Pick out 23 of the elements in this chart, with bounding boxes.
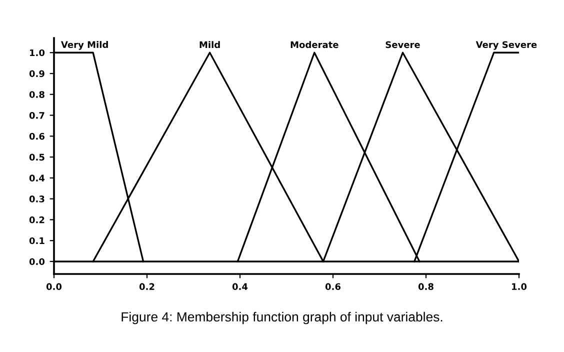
x-tick-label: 0.2 bbox=[139, 283, 154, 290]
y-tick-label: 0.3 bbox=[29, 196, 44, 202]
y-tick-label: 0.2 bbox=[29, 216, 44, 224]
x-tick-label: 0.6 bbox=[325, 283, 341, 290]
y-tick-label: 0.5 bbox=[29, 154, 44, 161]
series-label: Mild bbox=[200, 41, 220, 48]
y-tick-label: 0.4 bbox=[29, 174, 45, 182]
y-tick-label: 0.1 bbox=[29, 237, 44, 244]
x-tick-label: 0.4 bbox=[232, 283, 248, 290]
x-tick-label: 1.0 bbox=[512, 283, 527, 290]
x-tick-label: 0.8 bbox=[418, 283, 434, 290]
series-label: Very Mild bbox=[60, 41, 108, 50]
y-tick-label: 0.6 bbox=[29, 132, 44, 140]
y-tick-label: 0.7 bbox=[29, 112, 44, 119]
y-tick-label: 0.9 bbox=[29, 70, 44, 78]
series-label: Severe bbox=[386, 41, 420, 48]
y-tick-label: 0.0 bbox=[29, 258, 45, 266]
caption: Figure 4: Membership function graph of input variables. bbox=[122, 312, 442, 324]
y-tick-label: 1.0 bbox=[30, 49, 45, 56]
series-label: Moderate bbox=[290, 41, 338, 48]
y-tick-label: 0.8 bbox=[29, 91, 44, 98]
series-label: Very Severe bbox=[476, 41, 537, 50]
x-tick-label: 0.0 bbox=[46, 283, 62, 290]
